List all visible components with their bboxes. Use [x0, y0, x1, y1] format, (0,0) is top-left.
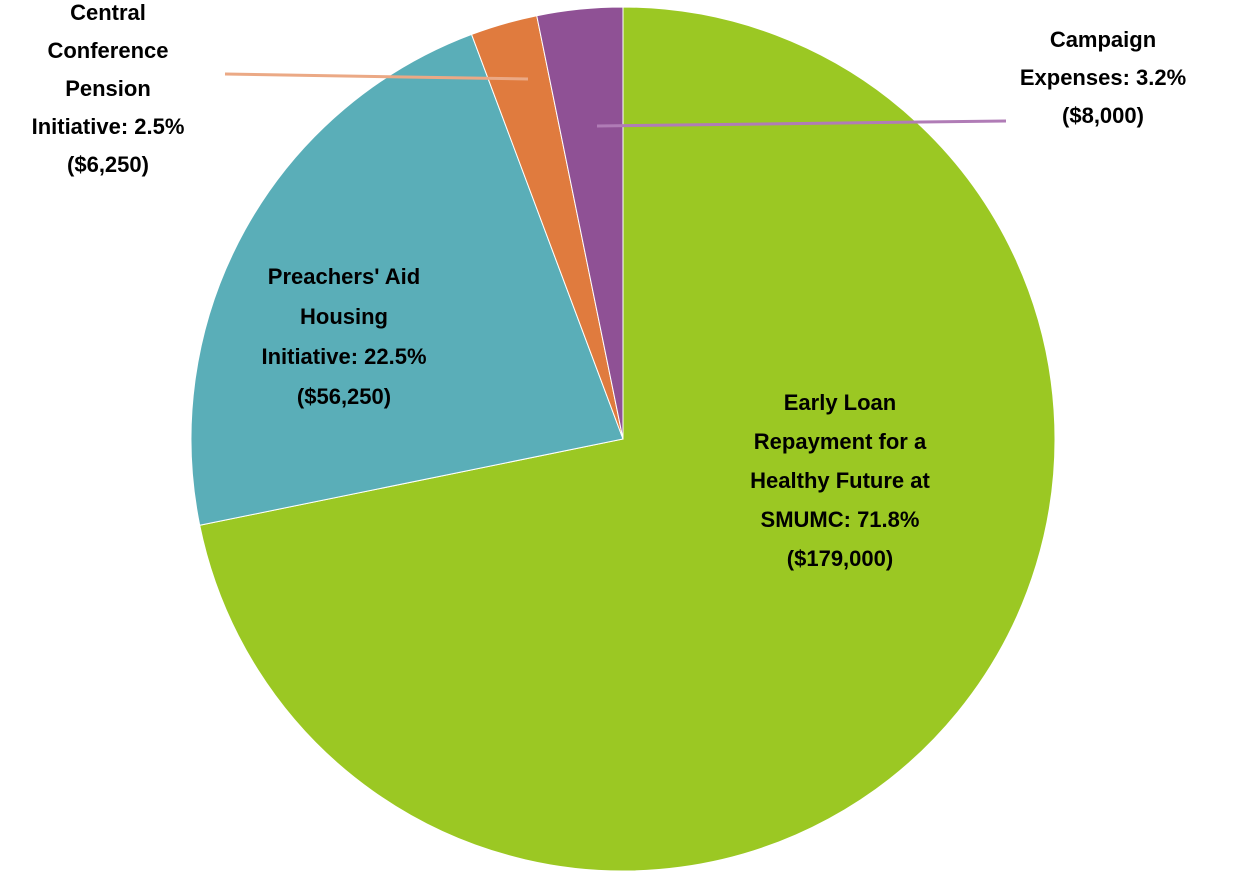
slice-label-line: SMUMC: 71.8% [761, 507, 920, 532]
slice-label-line: Healthy Future at [750, 468, 930, 493]
slice-label-line: Repayment for a [754, 429, 927, 454]
slice-label-line: Preachers' Aid [268, 264, 420, 289]
slice-label-line: Early Loan [784, 390, 896, 415]
slice-label-line: ($179,000) [787, 546, 893, 571]
leader-lines [224, 72, 1007, 128]
slice-label-early-loan: Early Loan Repayment for a Healthy Future … [750, 390, 930, 571]
slice-label-line: Conference [47, 38, 168, 63]
pie-slice-early-loan [199, 6, 1056, 872]
slice-label-line: Housing [300, 304, 388, 329]
slice-label-central-conference: Central Conference Pension Initiative: 2.5%… [32, 0, 185, 177]
slice-labels: Early Loan Repayment for a Healthy Future … [32, 0, 1187, 571]
pie-slices [190, 6, 1056, 872]
slice-label-line: ($8,000) [1062, 103, 1144, 128]
slice-label-campaign-expenses: Campaign Expenses: 3.2% ($8,000) [1020, 27, 1186, 128]
slice-label-line: Initiative: 22.5% [261, 344, 426, 369]
slice-label-line: ($56,250) [297, 384, 391, 409]
slice-label-line: ($6,250) [67, 152, 149, 177]
slice-label-preachers-aid: Preachers' Aid Housing Initiative: 22.5% ($… [261, 264, 426, 409]
slice-label-line: Pension [65, 76, 151, 101]
pie-slice-campaign-expenses [536, 6, 624, 440]
slice-label-line: Initiative: 2.5% [32, 114, 185, 139]
pie-slice-preachers-aid [190, 33, 624, 526]
slice-label-line: Campaign [1050, 27, 1156, 52]
leader-line-central-conference [224, 72, 529, 81]
leader-line-campaign-expenses [596, 119, 1007, 128]
slice-label-line: Expenses: 3.2% [1020, 65, 1186, 90]
slice-label-line: Central [70, 0, 146, 25]
